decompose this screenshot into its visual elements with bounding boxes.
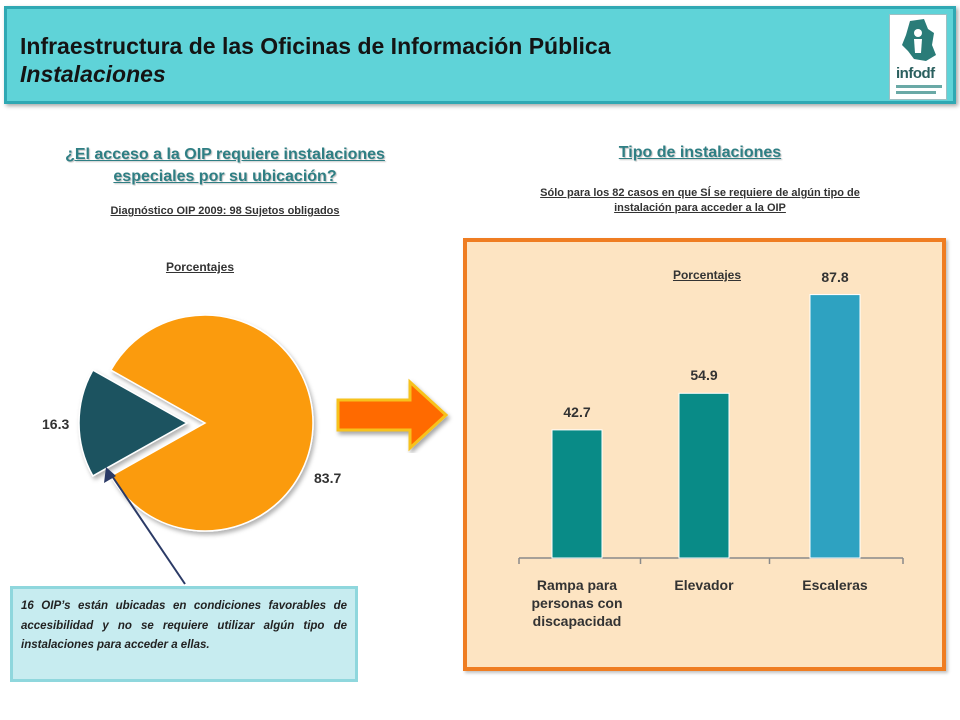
- callout-pointer-arrowhead: [104, 467, 116, 483]
- logo-text: infodf: [896, 65, 935, 82]
- bar-category-label: Escaleras: [770, 576, 900, 594]
- bar-category-label: Rampa para personas con discapacidad: [512, 576, 642, 630]
- bar-category-line: personas con: [531, 595, 623, 611]
- pie-slice-orange: [109, 314, 314, 532]
- pie-chart-title: Porcentajes: [165, 260, 235, 274]
- infodf-logo: infodf: [889, 14, 947, 100]
- bar-section-subtitle: Sólo para los 82 casos en que SÍ se requ…: [500, 186, 900, 216]
- pie-label-teal: 16.3: [42, 416, 70, 432]
- bar-chart-title: Porcentajes: [672, 268, 742, 282]
- bar-chart: [518, 294, 904, 564]
- bar-value-label: 42.7: [563, 403, 591, 420]
- bar-subtitle-line1: Sólo para los 82 casos en que SÍ se requ…: [540, 187, 860, 199]
- pie-chart: [78, 314, 314, 585]
- bar-category-line: Rampa para: [536, 577, 618, 593]
- bar-3: [809, 294, 861, 559]
- pie-question-line2: especiales por su ubicación?: [113, 168, 337, 185]
- pie-question-line1: ¿El acceso a la OIP requiere instalacion…: [65, 146, 385, 163]
- pie-label-orange: 83.7: [314, 470, 342, 486]
- pie-subtitle: Diagnóstico OIP 2009: 98 Sujetos obligad…: [110, 205, 340, 217]
- bar-2: [678, 392, 730, 559]
- bar-1: [551, 429, 603, 559]
- map-icon: [902, 19, 936, 61]
- logo-caption-line: [896, 91, 936, 94]
- bar-category-line: Elevador: [674, 577, 734, 593]
- header-banner: Infraestructura de las Oficinas de Infor…: [4, 6, 956, 104]
- accessibility-callout: 16 OIP’s están ubicadas en condiciones f…: [10, 586, 358, 682]
- bar-section-title: Tipo de instalaciones: [618, 144, 782, 161]
- bar-category-line: Escaleras: [802, 577, 868, 593]
- right-arrow-icon: [336, 378, 449, 452]
- logo-caption-line: [896, 85, 942, 88]
- bar-category-line: discapacidad: [532, 613, 622, 629]
- bar-value-label: 87.8: [821, 268, 849, 285]
- bar-value-label: 54.9: [690, 367, 718, 384]
- bar-subtitle-line2: instalación para acceder a la OIP: [614, 202, 786, 214]
- bar-category-label: Elevador: [639, 576, 769, 594]
- callout-pointer-line: [107, 469, 186, 585]
- bar-chart-panel: Porcentajes 42.7 Rampa para personas con di…: [463, 238, 946, 671]
- page-subtitle: Instalaciones: [20, 61, 166, 87]
- page-title: Infraestructura de las Oficinas de Infor…: [20, 33, 611, 59]
- pie-question: ¿El acceso a la OIP requiere instalacion…: [30, 144, 420, 188]
- pie-slice-teal: [78, 369, 189, 477]
- callout-text: 16 OIP’s están ubicadas en condiciones f…: [21, 600, 347, 651]
